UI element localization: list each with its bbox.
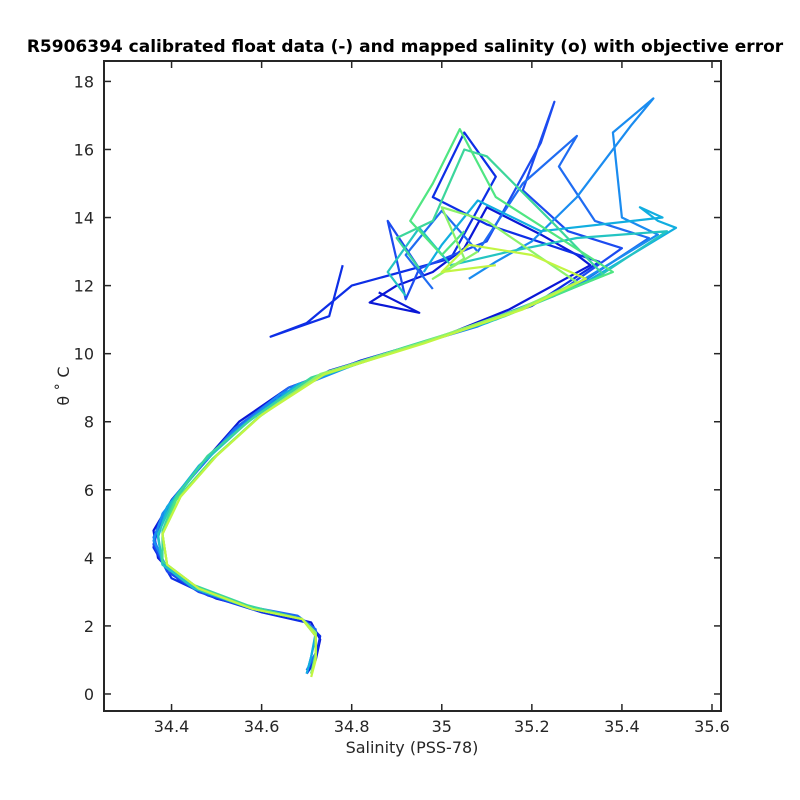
x-tick-label: 35.6 [694, 717, 730, 736]
y-tick-label: 14 [74, 209, 94, 228]
y-axis-label: θ ˚ C [54, 366, 73, 405]
y-tick-label: 12 [74, 277, 94, 296]
plot-background [104, 61, 721, 711]
x-tick-label: 34.4 [154, 717, 190, 736]
y-tick-label: 4 [84, 549, 94, 568]
y-tick-label: 8 [84, 413, 94, 432]
chart-title: R5906394 calibrated float data (-) and m… [27, 37, 784, 57]
series-layer [152, 97, 678, 678]
x-tick-label: 34.6 [244, 717, 280, 736]
x-tick-label: 35.4 [604, 717, 640, 736]
y-tick-label: 10 [74, 345, 94, 364]
x-tick-label: 34.8 [334, 717, 370, 736]
y-tick-label: 0 [84, 685, 94, 704]
y-tick-label: 16 [74, 140, 94, 159]
series-line-11 [161, 243, 588, 678]
y-tick-label: 6 [84, 481, 94, 500]
x-axis-label: Salinity (PSS-78) [346, 738, 479, 757]
plot-frame [103, 60, 722, 712]
x-tick-label: 35.2 [514, 717, 550, 736]
x-tick-label: 35 [432, 717, 452, 736]
ticks-layer: 34.4 34.6 34.8 35 35.2 35.4 35.6 0 2 4 6 8 10 12 14 16 1… [74, 61, 730, 736]
y-tick-label: 2 [84, 617, 94, 636]
y-tick-label: 18 [74, 72, 94, 91]
